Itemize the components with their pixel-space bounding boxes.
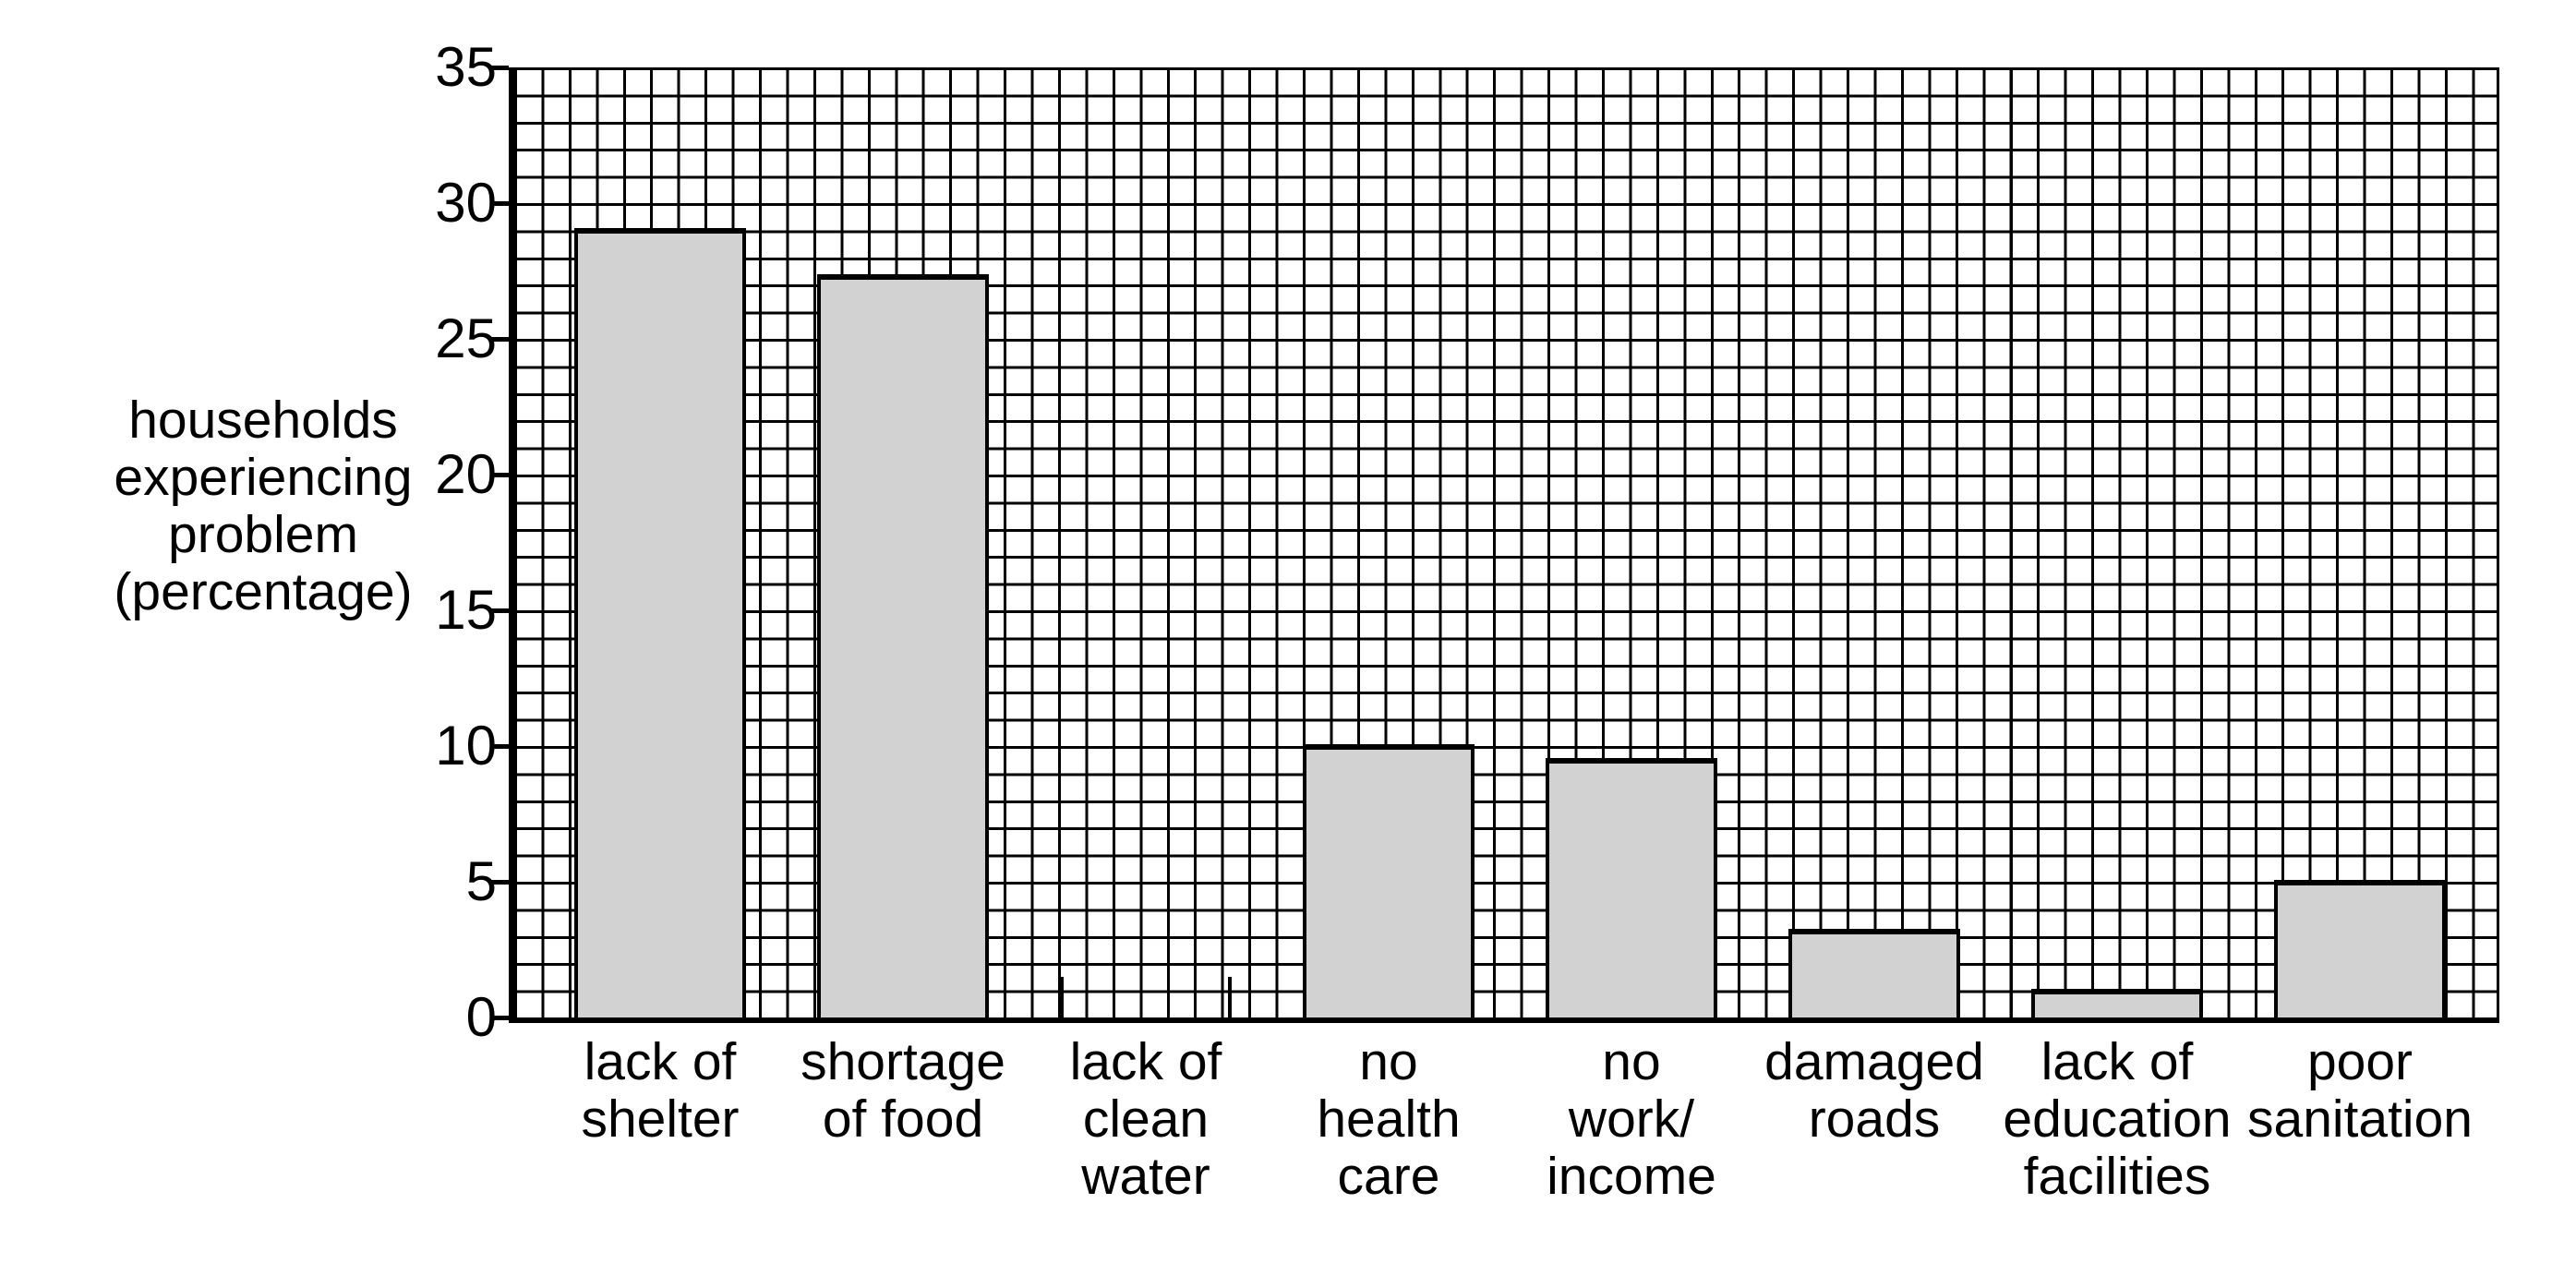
x-label-line: education [2003, 1089, 2232, 1149]
x-label-line: income [1547, 1147, 1716, 1206]
y-tick-label-15: 15 [435, 579, 497, 641]
x-label-line: roads [1808, 1089, 1941, 1149]
bar-lack-of-education-facilities [2031, 989, 2203, 1017]
x-label-line: damaged [1764, 1032, 1984, 1091]
zero-bar-edge-mark-left-lack-of-clean-water [1060, 977, 1064, 1017]
x-label-no-work-income: no work/income [1547, 1033, 1716, 1205]
x-label-line: shelter [581, 1089, 740, 1149]
y-axis-title-line: (percentage) [114, 562, 413, 621]
bar-damaged-roads [1788, 929, 1960, 1017]
y-tick-mark-0 [490, 1016, 509, 1020]
x-label-line: shortage [800, 1032, 1005, 1091]
bar-lack-of-shelter [574, 228, 746, 1017]
x-label-lack-of-education-facilities: lack of education facilities [2003, 1033, 2231, 1205]
x-label-line: lack of [2040, 1032, 2194, 1091]
x-label-line: facilities [2023, 1147, 2211, 1206]
y-axis-title-line: problem [168, 505, 358, 564]
x-label-poor-sanitation: poor sanitation [2247, 1033, 2473, 1148]
x-label-line: lack of [584, 1032, 737, 1091]
x-label-line: of food [822, 1089, 984, 1149]
plot-area: 0 5 10 15 20 25 30 35 [435, 40, 2499, 1045]
y-tick-mark-35 [490, 66, 509, 70]
x-label-lack-of-shelter: lack of shelter [581, 1033, 739, 1148]
y-tick-mark-15 [490, 608, 509, 613]
y-tick-mark-20 [490, 473, 509, 477]
x-label-line: health [1317, 1089, 1461, 1149]
x-label-line: sanitation [2246, 1089, 2474, 1149]
bar-no-health-care [1303, 744, 1475, 1017]
y-axis-title-line: households [128, 391, 398, 450]
x-label-line: no [1602, 1032, 1661, 1091]
y-axis-title: households experiencing problem (percent… [55, 391, 471, 620]
x-label-damaged-roads: damaged roads [1764, 1033, 1984, 1148]
y-axis-title-line: experiencing [114, 448, 413, 507]
y-tick-mark-30 [490, 201, 509, 206]
y-tick-mark-10 [490, 744, 509, 749]
x-label-line: work/ [1568, 1089, 1695, 1149]
bar-shortage-of-food [817, 274, 989, 1017]
bar-poor-sanitation [2274, 880, 2446, 1017]
y-tick-label-10: 10 [435, 715, 497, 776]
x-label-line: no [1359, 1032, 1418, 1091]
y-tick-mark-25 [490, 337, 509, 342]
y-tick-mark-5 [490, 880, 509, 885]
x-label-no-health-care: no health care [1317, 1033, 1460, 1205]
y-tick-label-20: 20 [435, 443, 497, 505]
bar-no-work-income [1546, 758, 1717, 1017]
x-label-line: water [1081, 1147, 1210, 1206]
y-tick-label-35: 35 [435, 36, 497, 98]
x-label-shortage-of-food: shortage of food [800, 1033, 1005, 1148]
x-label-line: poor [2306, 1032, 2413, 1091]
x-label-lack-of-clean-water: lack of clean water [1070, 1033, 1222, 1205]
x-label-line: lack of [1069, 1032, 1222, 1091]
x-label-line: clean [1082, 1089, 1210, 1149]
x-label-line: care [1337, 1147, 1440, 1206]
y-tick-label-25: 25 [435, 307, 497, 369]
y-tick-label-30: 30 [435, 172, 497, 234]
zero-bar-edge-mark-right-lack-of-clean-water [1228, 977, 1232, 1017]
